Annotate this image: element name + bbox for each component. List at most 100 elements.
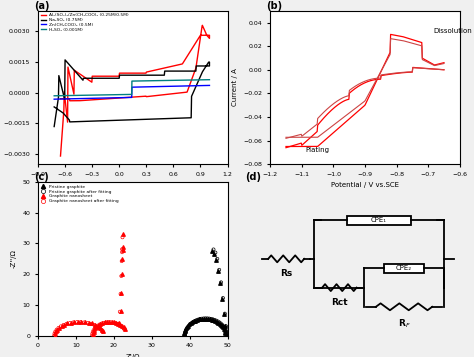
Graphite nanosheet after fitting xyxy=(99,329,106,335)
Pristine graphite xyxy=(184,323,192,328)
Pristine graphite xyxy=(210,251,218,257)
Graphite nanosheet after fitting xyxy=(52,329,59,335)
Text: R$_F$: R$_F$ xyxy=(398,317,410,330)
Pristine graphite xyxy=(190,318,197,324)
Graphite nanosheet after fitting xyxy=(84,320,91,326)
Bar xyxy=(384,264,424,273)
Graphite nanosheet after fitting xyxy=(118,258,126,264)
Pristine graphite after fitting xyxy=(189,319,197,325)
Pristine graphite after fitting xyxy=(218,322,226,327)
Pristine graphite after fitting xyxy=(211,317,219,323)
Graphite nanosheet xyxy=(119,244,127,250)
X-axis label: Potential / V vs.SCE: Potential / V vs.SCE xyxy=(331,182,399,188)
Pristine graphite after fitting xyxy=(221,311,228,317)
Pristine graphite after fitting xyxy=(220,325,228,330)
Graphite nanosheet xyxy=(67,320,74,326)
Graphite nanosheet xyxy=(89,331,97,337)
Graphite nanosheet after fitting xyxy=(118,235,126,240)
Graphite nanosheet after fitting xyxy=(102,320,110,325)
Graphite nanosheet after fitting xyxy=(100,320,108,326)
Text: Plating: Plating xyxy=(305,147,329,154)
Pristine graphite xyxy=(221,329,229,335)
Graphite nanosheet after fitting xyxy=(53,327,61,333)
Pristine graphite after fitting xyxy=(221,326,229,332)
Pristine graphite xyxy=(187,320,194,326)
Graphite nanosheet after fitting xyxy=(116,322,123,328)
Pristine graphite xyxy=(210,317,217,323)
Graphite nanosheet after fitting xyxy=(90,327,97,333)
Graphite nanosheet after fitting xyxy=(107,320,115,325)
Pristine graphite after fitting xyxy=(210,247,217,252)
Y-axis label: -Z''/Ω: -Z''/Ω xyxy=(11,250,17,268)
Graphite nanosheet after fitting xyxy=(91,322,98,328)
Pristine graphite after fitting xyxy=(187,321,194,327)
Pristine graphite xyxy=(208,317,216,322)
Pristine graphite xyxy=(180,331,188,337)
Pristine graphite after fitting xyxy=(194,317,202,322)
Graphite nanosheet after fitting xyxy=(118,246,126,252)
Pristine graphite after fitting xyxy=(182,330,189,335)
Text: CPE₁: CPE₁ xyxy=(371,217,387,223)
Pristine graphite xyxy=(195,317,202,322)
Graphite nanosheet after fitting xyxy=(51,331,58,336)
Graphite nanosheet xyxy=(78,319,85,325)
Graphite nanosheet after fitting xyxy=(114,321,121,327)
Text: (a): (a) xyxy=(34,1,50,11)
Pristine graphite xyxy=(211,318,219,324)
Pristine graphite after fitting xyxy=(205,316,213,321)
Pristine graphite after fitting xyxy=(196,316,203,322)
Graphite nanosheet xyxy=(52,331,59,336)
Pristine graphite xyxy=(218,296,226,302)
Graphite nanosheet after fitting xyxy=(77,319,84,325)
Graphite nanosheet after fitting xyxy=(73,319,81,325)
Pristine graphite after fitting xyxy=(188,320,195,326)
Pristine graphite after fitting xyxy=(213,256,221,262)
Graphite nanosheet after fitting xyxy=(118,323,125,329)
Pristine graphite xyxy=(197,316,204,322)
Graphite nanosheet after fitting xyxy=(112,320,119,326)
Pristine graphite xyxy=(183,324,191,330)
Pristine graphite after fitting xyxy=(192,317,200,323)
Graphite nanosheet xyxy=(108,319,116,325)
Graphite nanosheet xyxy=(52,328,60,334)
Legend: Al₂(SO₄)₃/Zn(CH₃COO)₂ (0.25M/0.5M), Na₂SO₄ (0.75M), Zn(CH₃COO)₂ (0.5M), H₂SO₄ (0: Al₂(SO₄)₃/Zn(CH₃COO)₂ (0.25M/0.5M), Na₂S… xyxy=(40,13,129,32)
Pristine graphite after fitting xyxy=(216,320,223,325)
Pristine graphite after fitting xyxy=(181,333,189,338)
Graphite nanosheet after fitting xyxy=(57,323,64,329)
Graphite nanosheet after fitting xyxy=(105,319,112,325)
Pristine graphite after fitting xyxy=(214,318,222,324)
Pristine graphite after fitting xyxy=(209,316,217,322)
Pristine graphite after fitting xyxy=(223,330,230,336)
Text: Dissolution: Dissolution xyxy=(433,28,472,34)
Text: (b): (b) xyxy=(266,1,283,11)
Pristine graphite after fitting xyxy=(200,316,207,321)
Graphite nanosheet after fitting xyxy=(98,321,105,326)
Graphite nanosheet xyxy=(103,319,111,325)
Graphite nanosheet after fitting xyxy=(109,320,117,326)
Graphite nanosheet after fitting xyxy=(70,320,77,325)
Graphite nanosheet after fitting xyxy=(97,327,105,333)
Pristine graphite xyxy=(212,257,220,263)
Legend: Pristine graphite, Pristine graphite after fitting, Graphite nanosheet, Graphite: Pristine graphite, Pristine graphite aft… xyxy=(40,184,119,203)
Graphite nanosheet xyxy=(117,322,124,327)
Pristine graphite after fitting xyxy=(211,250,219,256)
Graphite nanosheet xyxy=(95,322,102,328)
Pristine graphite xyxy=(182,327,189,332)
Pristine graphite xyxy=(221,327,228,333)
Pristine graphite xyxy=(199,316,206,322)
Text: (d): (d) xyxy=(246,172,262,182)
Pristine graphite after fitting xyxy=(222,323,230,329)
Pristine graphite xyxy=(181,330,188,335)
Graphite nanosheet after fitting xyxy=(87,321,95,327)
Graphite nanosheet xyxy=(61,322,68,327)
Text: Rs: Rs xyxy=(280,270,292,278)
Graphite nanosheet xyxy=(110,319,118,325)
Graphite nanosheet xyxy=(99,320,106,326)
Pristine graphite xyxy=(182,325,190,331)
Graphite nanosheet after fitting xyxy=(118,249,126,255)
Graphite nanosheet xyxy=(90,329,97,335)
Pristine graphite xyxy=(209,248,216,254)
Graphite nanosheet xyxy=(55,325,63,331)
Graphite nanosheet xyxy=(112,320,120,326)
Pristine graphite after fitting xyxy=(219,323,227,329)
